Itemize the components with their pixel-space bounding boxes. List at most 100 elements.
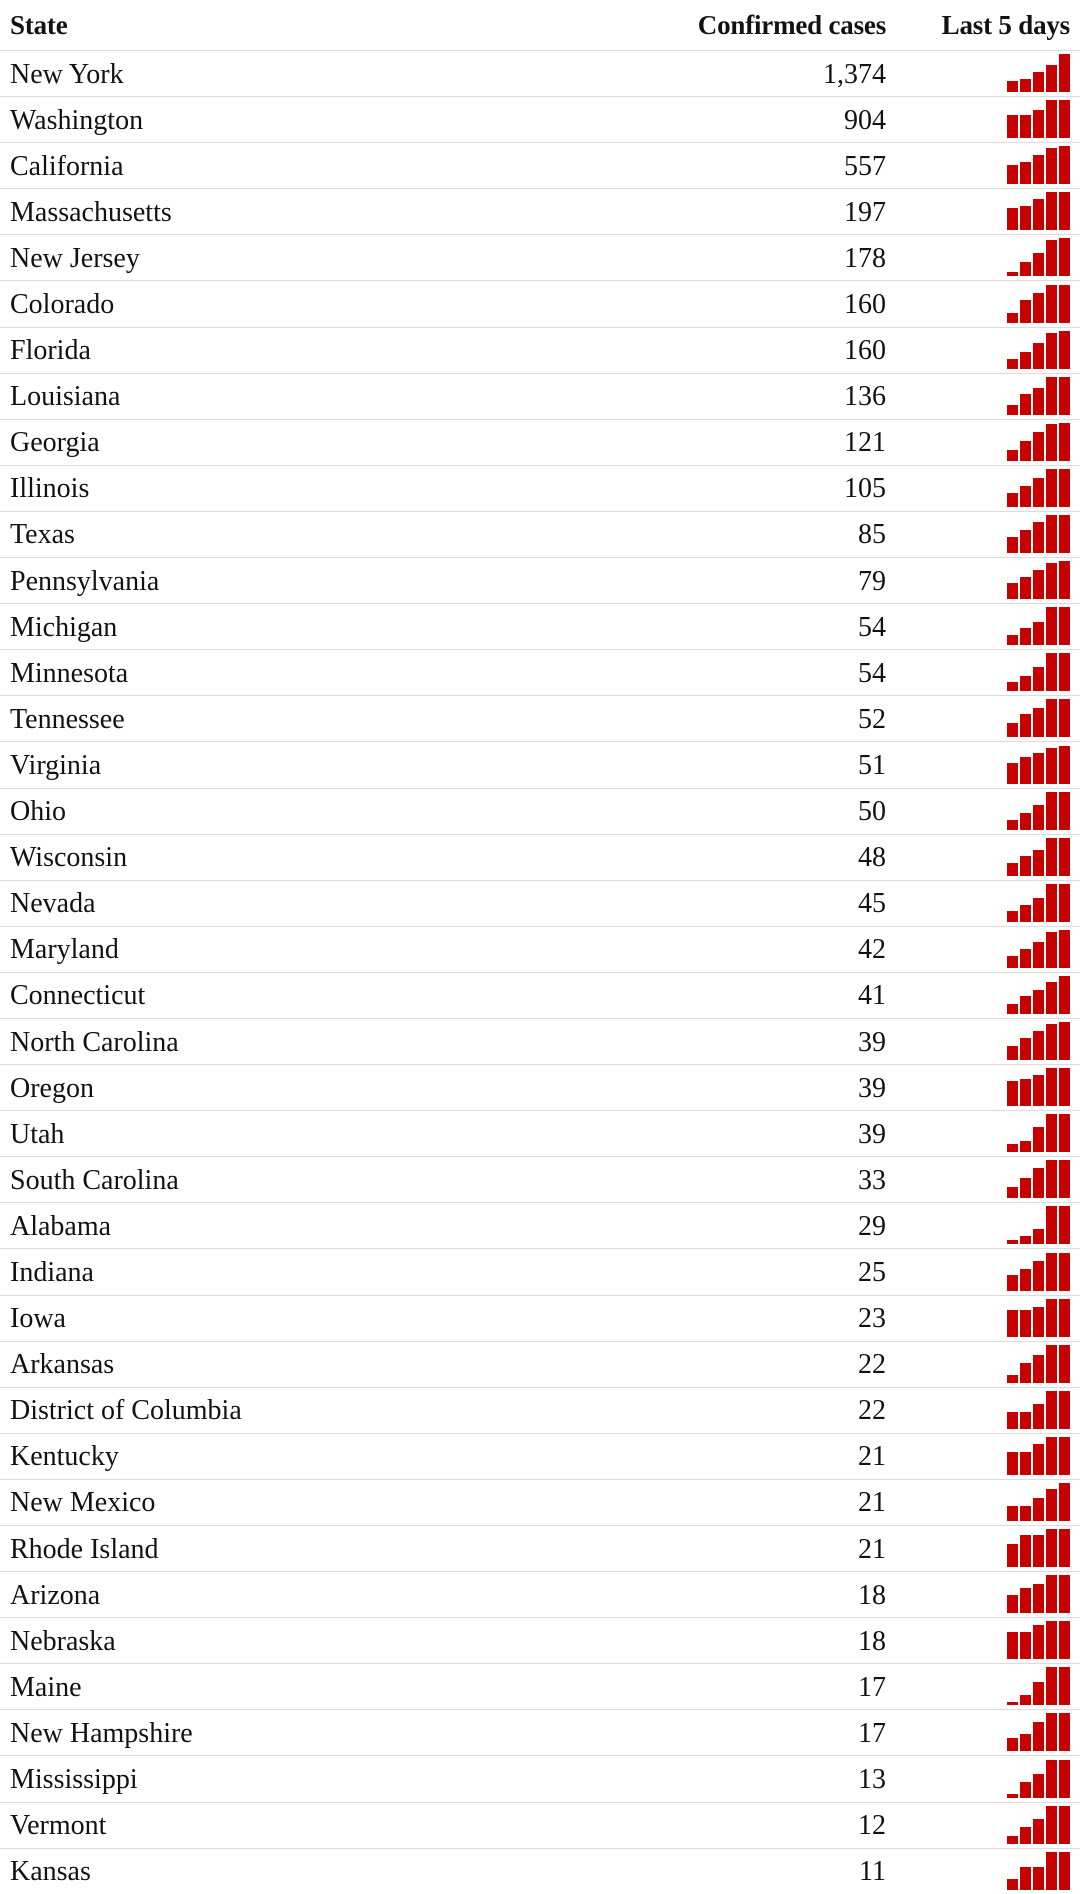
sparkline [886, 973, 1070, 1018]
spark-bar [1059, 1621, 1070, 1660]
spark-bar [1059, 1068, 1070, 1107]
state-name: Virginia [10, 749, 102, 781]
sparkline [886, 789, 1070, 834]
state-name: Ohio [10, 796, 66, 828]
table-row: District of Columbia 22 [0, 1386, 1080, 1433]
spark-bar [1059, 1851, 1070, 1890]
spark-bar [1033, 1403, 1044, 1429]
spark-bar [1020, 855, 1031, 876]
sparkline [886, 1019, 1070, 1064]
table-row: Rhode Island 21 [0, 1525, 1080, 1571]
spark-bar [1007, 1793, 1018, 1798]
spark-bar [1020, 1411, 1031, 1429]
spark-bar [1007, 404, 1018, 415]
spark-bar [1033, 1818, 1044, 1844]
spark-bar [1020, 1535, 1031, 1568]
cases-value: 29 [858, 1210, 886, 1242]
spark-bar [1033, 570, 1044, 600]
table-row: Alabama 29 [0, 1202, 1080, 1248]
spark-bar [1046, 1667, 1057, 1706]
spark-bar [1007, 312, 1018, 323]
sparkline [886, 742, 1070, 787]
state-name: Colorado [10, 289, 115, 321]
spark-bar [1059, 1575, 1070, 1614]
spark-bar [1059, 146, 1070, 185]
cases-value: 136 [844, 381, 886, 413]
spark-bar [1033, 387, 1044, 415]
spark-bar [1046, 699, 1057, 738]
spark-bar [1007, 115, 1018, 139]
cases-value: 48 [858, 842, 886, 874]
state-name: Nebraska [10, 1625, 116, 1657]
spark-bar [1059, 791, 1070, 830]
sparkline [886, 189, 1070, 234]
state-name: Kansas [10, 1856, 91, 1888]
sparkline [886, 1526, 1070, 1571]
state-name: Alabama [10, 1210, 112, 1242]
spark-bar [1033, 1229, 1044, 1245]
column-header-last-5-days: Last 5 days [941, 9, 1071, 40]
spark-bar [1059, 1206, 1070, 1245]
spark-bar [1059, 745, 1070, 784]
spark-bar [1046, 1489, 1057, 1521]
state-name: Massachusetts [10, 196, 172, 228]
spark-bar [1007, 819, 1018, 830]
spark-bar [1020, 393, 1031, 415]
spark-bar [1046, 240, 1057, 277]
spark-bar [1059, 422, 1070, 461]
sparkline [886, 1296, 1070, 1341]
spark-bar [1046, 1206, 1057, 1245]
spark-bar [1046, 468, 1057, 507]
spark-bar [1007, 1046, 1018, 1061]
spark-bar [1046, 607, 1057, 646]
spark-bar [1059, 238, 1070, 277]
state-name: Michigan [10, 611, 118, 643]
table-row: Louisiana 136 [0, 372, 1080, 419]
table-row: Nevada 45 [0, 879, 1080, 926]
table-row: Georgia 121 [0, 418, 1080, 465]
table-row: Kentucky 21 [0, 1432, 1080, 1479]
table-row: New Mexico 21 [0, 1478, 1080, 1525]
table-row: Texas 85 [0, 510, 1080, 557]
spark-bar [1007, 1835, 1018, 1844]
spark-bar [1033, 897, 1044, 922]
spark-bar [1033, 667, 1044, 692]
state-name: Utah [10, 1118, 65, 1150]
sparkline [886, 420, 1070, 465]
sparkline [886, 1756, 1070, 1801]
spark-bar [1046, 837, 1057, 876]
cases-value: 13 [858, 1764, 886, 1796]
spark-bar [1046, 284, 1057, 323]
spark-bar [1059, 192, 1070, 231]
spark-bar [1046, 1575, 1057, 1614]
spark-bar [1033, 752, 1044, 784]
spark-bar [1033, 110, 1044, 139]
spark-bar [1020, 115, 1031, 139]
table-row: Illinois 105 [0, 464, 1080, 511]
spark-bar [1033, 804, 1044, 830]
table-header-row: State Confirmed cases Last 5 days [0, 0, 1080, 50]
spark-bar [1033, 1498, 1044, 1521]
spark-bar [1033, 522, 1044, 554]
spark-bar [1020, 676, 1031, 692]
state-name: New York [10, 58, 124, 90]
state-name: Washington [10, 104, 144, 136]
spark-bar [1059, 929, 1070, 968]
state-name: Rhode Island [10, 1533, 159, 1565]
spark-bar [1059, 1529, 1070, 1568]
spark-bar [1020, 1309, 1031, 1337]
spark-bar [1007, 272, 1018, 277]
state-name: Connecticut [10, 980, 146, 1012]
spark-bar [1059, 100, 1070, 139]
sparkline [886, 1249, 1070, 1294]
spark-bar [1033, 342, 1044, 369]
spark-bar [1007, 955, 1018, 968]
table-row: North Carolina 39 [0, 1017, 1080, 1064]
spark-bar [1007, 1374, 1018, 1383]
spark-bar [1020, 995, 1031, 1014]
table-body: New York 1,374 Washington 904 California… [0, 50, 1080, 1894]
spark-bar [1046, 332, 1057, 369]
sparkline [886, 1342, 1070, 1387]
cases-value: 22 [858, 1349, 886, 1381]
spark-bar [1020, 440, 1031, 461]
